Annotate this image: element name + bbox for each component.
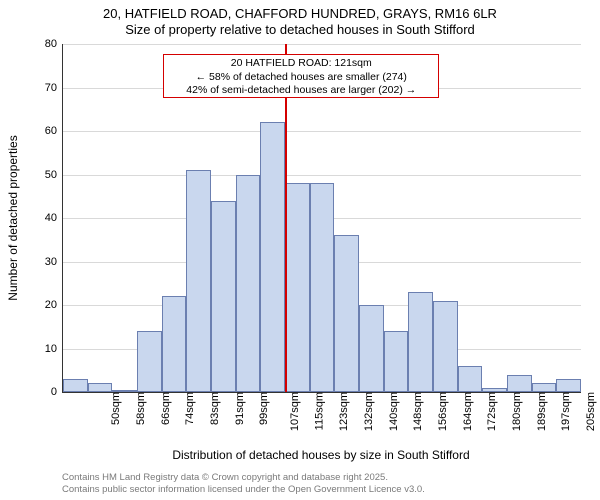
y-tick-label: 50 — [45, 169, 63, 181]
x-tick-label: 58sqm — [129, 392, 147, 425]
histogram-bar — [88, 383, 113, 392]
x-tick-label: 189sqm — [530, 392, 548, 431]
chart-title: 20, HATFIELD ROAD, CHAFFORD HUNDRED, GRA… — [0, 6, 600, 37]
x-tick-label: 83sqm — [203, 392, 221, 425]
x-tick-label: 74sqm — [178, 392, 196, 425]
grid-line — [63, 44, 581, 45]
x-tick-label: 107sqm — [283, 392, 301, 431]
y-tick-label: 30 — [45, 256, 63, 268]
x-tick-label: 66sqm — [154, 392, 172, 425]
plot-area: 0102030405060708050sqm58sqm66sqm74sqm83s… — [62, 44, 581, 393]
y-tick-label: 60 — [45, 125, 63, 137]
x-tick-label: 99sqm — [252, 392, 270, 425]
y-tick-label: 10 — [45, 343, 63, 355]
histogram-bar — [532, 383, 557, 392]
histogram-bar — [507, 375, 532, 392]
x-tick-label: 115sqm — [307, 392, 325, 430]
histogram-bar — [260, 122, 285, 392]
x-axis-title: Distribution of detached houses by size … — [172, 448, 469, 462]
x-tick-label: 140sqm — [382, 392, 400, 431]
x-tick-label: 148sqm — [406, 392, 424, 431]
histogram-bar — [482, 388, 507, 392]
histogram-bar — [211, 201, 236, 392]
histogram-bar — [112, 390, 137, 392]
histogram-bar — [285, 183, 310, 392]
y-tick-label: 20 — [45, 299, 63, 311]
x-tick-label: 50sqm — [104, 392, 122, 425]
chart-title-line1: 20, HATFIELD ROAD, CHAFFORD HUNDRED, GRA… — [0, 6, 600, 22]
grid-line — [63, 131, 581, 132]
histogram-bar — [384, 331, 409, 392]
footer-attribution: Contains HM Land Registry data © Crown c… — [62, 472, 425, 496]
x-tick-label: 123sqm — [332, 392, 350, 431]
histogram-bar — [334, 235, 359, 392]
histogram-bar — [63, 379, 88, 392]
histogram-bar — [556, 379, 581, 392]
x-tick-label: 205sqm — [579, 392, 597, 431]
chart-container: 20, HATFIELD ROAD, CHAFFORD HUNDRED, GRA… — [0, 0, 600, 500]
histogram-bar — [137, 331, 162, 392]
y-tick-label: 40 — [45, 212, 63, 224]
annotation-line: 20 HATFIELD ROAD: 121sqm — [168, 57, 434, 70]
histogram-bar — [186, 170, 211, 392]
histogram-bar — [162, 296, 187, 392]
x-tick-label: 91sqm — [228, 392, 246, 425]
histogram-bar — [433, 301, 458, 392]
grid-line — [63, 175, 581, 176]
footer-line1: Contains HM Land Registry data © Crown c… — [62, 472, 425, 484]
histogram-bar — [310, 183, 335, 392]
y-tick-label: 0 — [51, 386, 63, 398]
histogram-bar — [408, 292, 433, 392]
x-tick-label: 197sqm — [554, 392, 572, 431]
x-tick-label: 156sqm — [431, 392, 449, 431]
y-axis-title: Number of detached properties — [6, 135, 20, 300]
x-tick-label: 172sqm — [480, 392, 498, 431]
x-tick-label: 164sqm — [456, 392, 474, 431]
annotation-line: ← 58% of detached houses are smaller (27… — [168, 71, 434, 84]
histogram-bar — [236, 175, 261, 393]
annotation-line: 42% of semi-detached houses are larger (… — [168, 84, 434, 97]
histogram-bar — [359, 305, 384, 392]
histogram-bar — [458, 366, 483, 392]
y-tick-label: 70 — [45, 82, 63, 94]
x-tick-label: 132sqm — [357, 392, 375, 431]
annotation-box: 20 HATFIELD ROAD: 121sqm← 58% of detache… — [163, 54, 439, 98]
x-tick-label: 180sqm — [505, 392, 523, 431]
footer-line2: Contains public sector information licen… — [62, 484, 425, 496]
y-tick-label: 80 — [45, 38, 63, 50]
chart-title-line2: Size of property relative to detached ho… — [0, 22, 600, 38]
